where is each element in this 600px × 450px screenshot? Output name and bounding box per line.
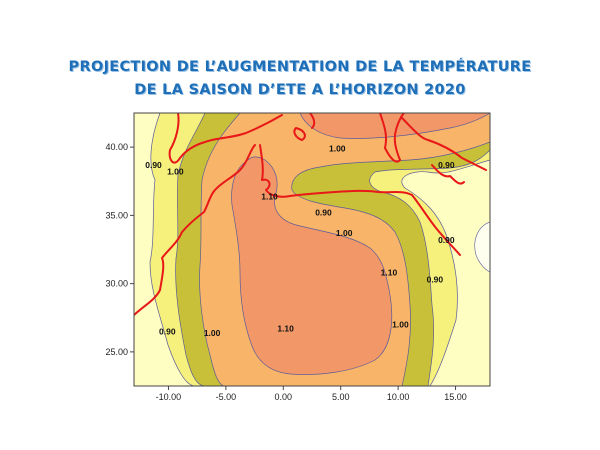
contour-label: 1.00 [329, 143, 346, 153]
border-sardinia [293, 127, 306, 141]
border-iberia [168, 113, 283, 164]
border-west-coast [134, 144, 256, 316]
region-east-low [474, 221, 490, 273]
contour-label: 1.00 [392, 320, 409, 330]
border-east-coast [411, 194, 461, 256]
contour-label: 1.10 [261, 191, 278, 201]
border-greece [431, 164, 465, 185]
contour-label: 1.00 [336, 228, 353, 238]
chart-title-line2: DE LA SAISON D’ETE A L’HORIZON 2020 [134, 82, 466, 98]
contour-label: 1.10 [277, 324, 294, 334]
x-tick-label: -5.00 [216, 392, 237, 402]
x-tick-label: 15.00 [444, 392, 467, 402]
x-tick-label: 5.00 [332, 392, 350, 402]
x-tick-label: 10.00 [387, 392, 410, 402]
border-italy [379, 113, 405, 163]
contour-label: 0.90 [438, 160, 455, 170]
axis-ticks: -10.00 -5.00 0.00 5.00 10.00 15.00 40.00 35.00 3… [105, 142, 466, 402]
y-tick-label: 40.00 [105, 142, 128, 152]
contour-label: 0.90 [438, 235, 455, 245]
contour-labels: 0.90 1.00 1.10 1.00 0.90 1.00 0.90 0.90 1.10 0.90… [145, 143, 455, 338]
x-tick-label: -10.00 [156, 392, 182, 402]
border-internal [259, 144, 264, 181]
region-1.10-ne [299, 113, 490, 139]
x-tick-label: 0.00 [275, 392, 293, 402]
contour-label: 0.90 [159, 326, 176, 336]
contour-label: 1.00 [167, 167, 184, 177]
contour-label: 1.00 [204, 328, 221, 338]
border-corsica [309, 113, 316, 129]
border-maghreb-north [261, 178, 413, 198]
chart-title-line1: PROJECTION DE L’AUGMENTATION DE LA TEMPÉ… [68, 59, 532, 75]
contour-label: 0.90 [145, 160, 162, 170]
y-tick-label: 30.00 [105, 279, 128, 289]
y-tick-label: 35.00 [105, 210, 128, 220]
contour-fills [134, 113, 490, 386]
contour-label: 0.90 [427, 275, 444, 285]
borders [134, 113, 487, 316]
border-balkans [401, 117, 487, 171]
contour-label: 1.10 [381, 268, 398, 278]
plot-frame [133, 112, 491, 387]
y-tick-label: 25.00 [105, 347, 128, 357]
contour-label: 0.90 [315, 208, 332, 218]
